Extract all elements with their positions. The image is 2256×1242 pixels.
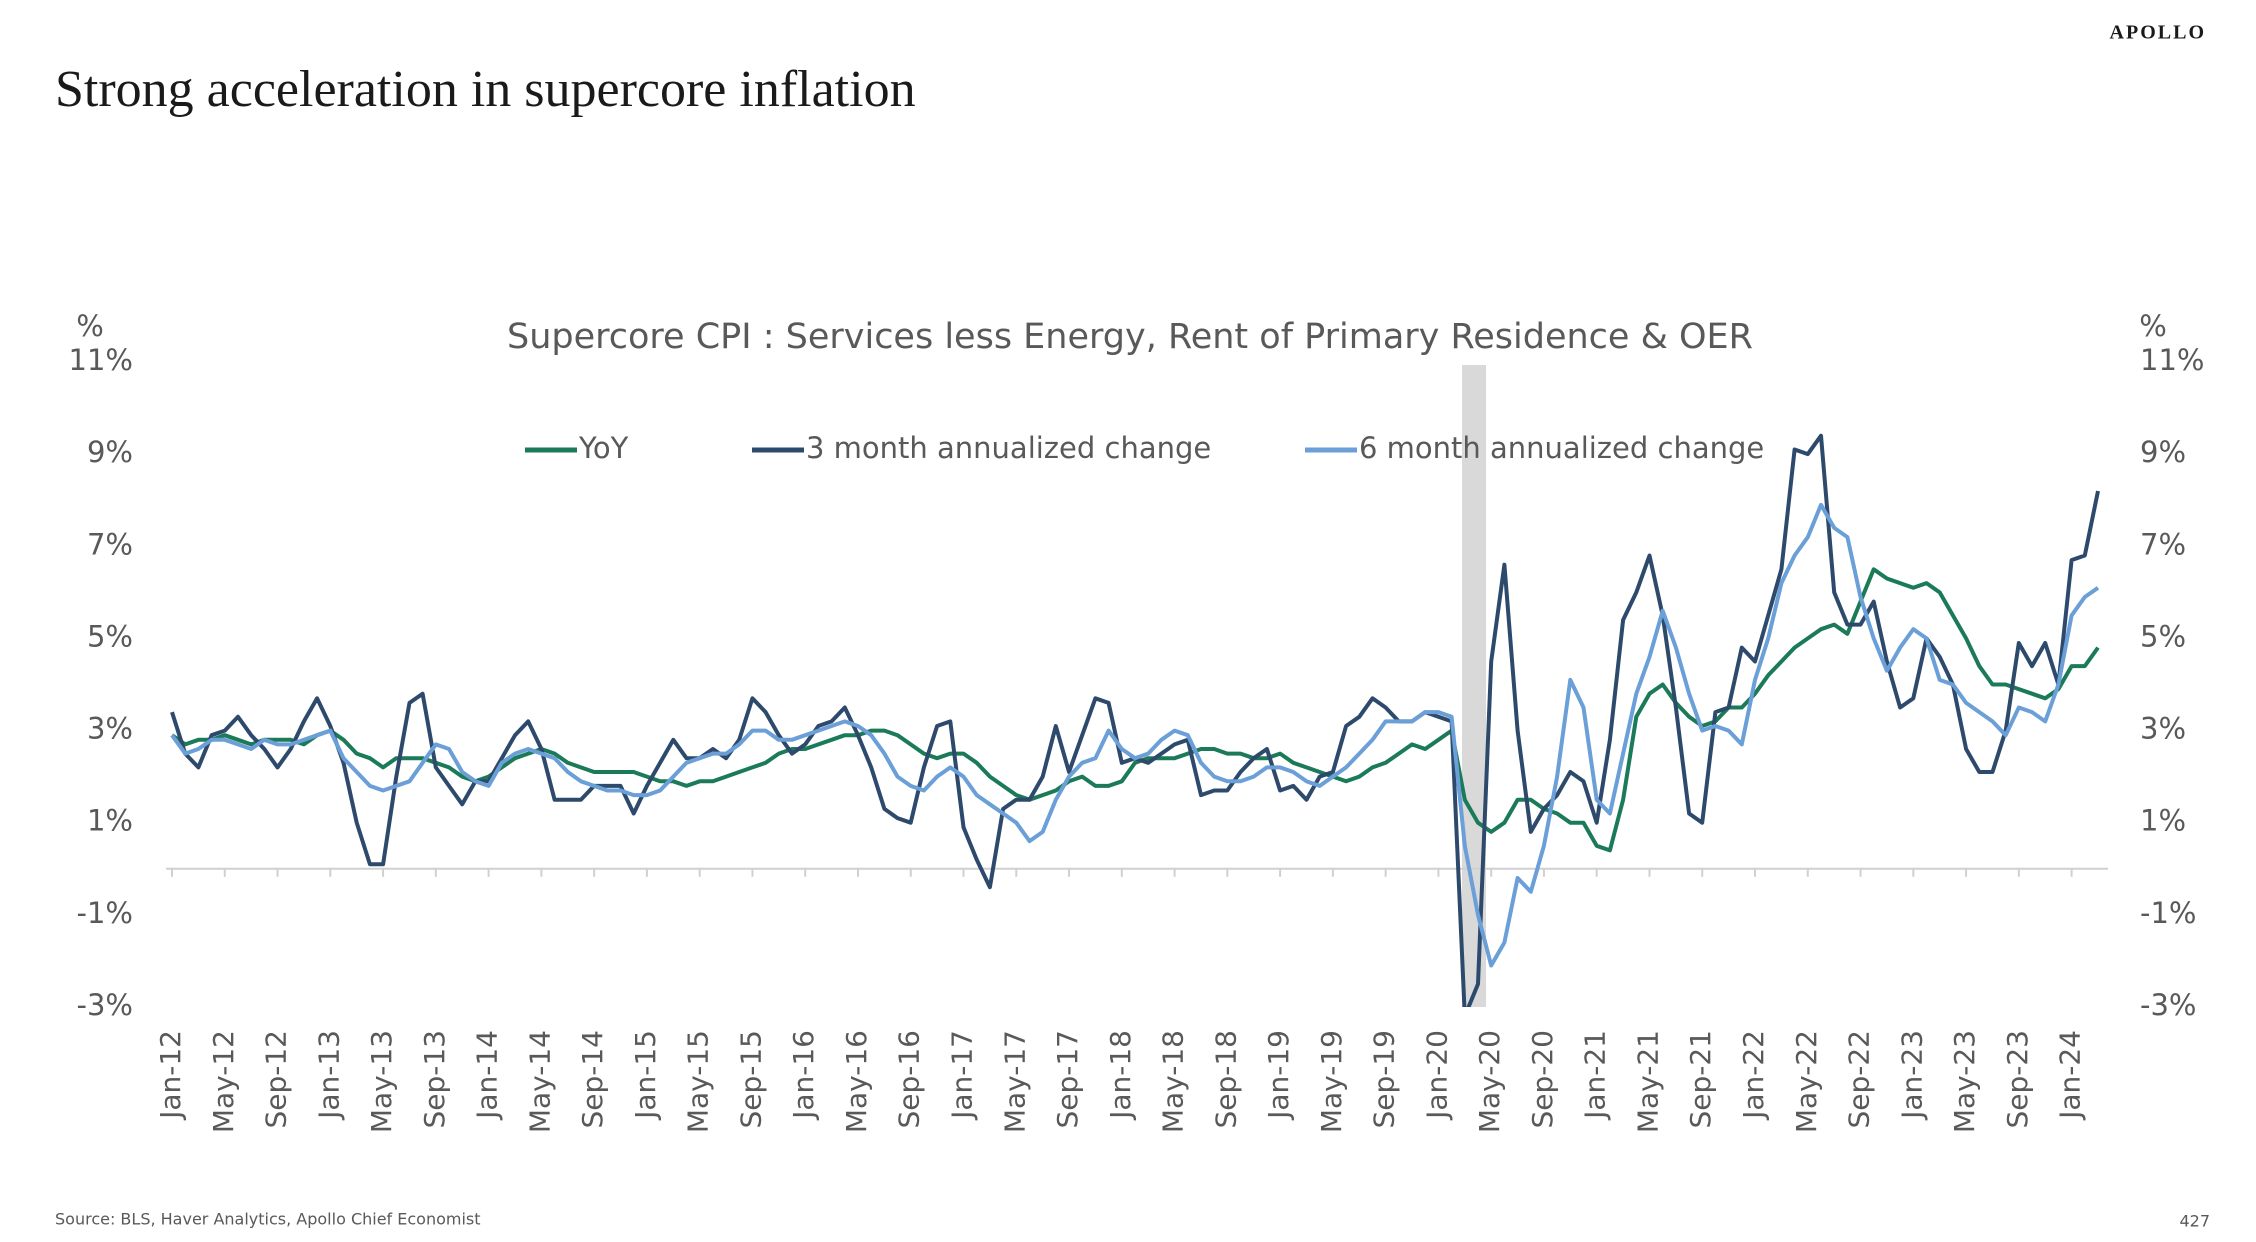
y2-tick-label: 5% [2140, 619, 2186, 653]
x-tick-label: May-21 [1631, 1030, 1664, 1133]
x-tick-label: Jan-16 [787, 1030, 820, 1121]
x-tick-label: Sep-12 [260, 1030, 293, 1129]
x-tick-label: Sep-13 [418, 1030, 451, 1129]
y2-tick-label: 11% [2140, 343, 2204, 377]
x-tick-label: May-20 [1473, 1030, 1506, 1133]
y2-tick-label: -1% [2140, 896, 2196, 930]
x-tick-label: Jan-19 [1262, 1030, 1295, 1121]
x-tick-label: Sep-23 [2001, 1030, 2034, 1129]
x-tick-label: Jan-24 [2054, 1030, 2087, 1121]
x-tick-label: Jan-13 [312, 1030, 345, 1121]
plot-area [170, 433, 2100, 1007]
x-tick-label: Jan-17 [946, 1030, 979, 1121]
series-line [170, 433, 2100, 1007]
x-tick-label: May-14 [523, 1030, 556, 1133]
y-tick-label: -1% [77, 896, 133, 930]
x-tick-label: Jan-14 [471, 1030, 504, 1121]
x-tick-label: Jan-23 [1895, 1030, 1928, 1121]
page-number: 427 [2179, 1212, 2210, 1231]
x-tick-label: Sep-22 [1843, 1030, 1876, 1129]
x-tick-label: Sep-16 [893, 1030, 926, 1129]
y-tick-label: -3% [77, 988, 133, 1022]
x-tick-label: May-15 [682, 1030, 715, 1133]
y2-tick-label: 9% [2140, 435, 2186, 469]
x-tick-label: May-12 [207, 1030, 240, 1133]
x-tick-label: May-16 [840, 1030, 873, 1133]
series-line [170, 502, 2100, 968]
y-tick-label: 7% [87, 527, 133, 561]
x-tick-label: May-13 [365, 1030, 398, 1133]
source-note: Source: BLS, Haver Analytics, Apollo Chi… [55, 1210, 481, 1229]
x-tick-label: May-18 [1157, 1030, 1190, 1133]
x-tick-label: Jan-15 [629, 1030, 662, 1121]
y2-tick-label: -3% [2140, 988, 2196, 1022]
x-tick-label: Jan-22 [1737, 1030, 1770, 1121]
x-tick-label: Sep-18 [1209, 1030, 1242, 1129]
chart-title: Supercore CPI : Services less Energy, Re… [507, 317, 1753, 357]
x-tick-label: Jan-18 [1104, 1030, 1137, 1121]
brand: APOLLO [2110, 22, 2206, 44]
x-tick-label: May-22 [1790, 1030, 1823, 1133]
y2-tick-label: 3% [2140, 712, 2186, 746]
legend-label: 3 month annualized change [806, 431, 1211, 465]
legend-label: 6 month annualized change [1359, 431, 1764, 465]
y-tick-label: 9% [87, 435, 133, 469]
x-tick-label: May-17 [998, 1030, 1031, 1133]
x-tick-label: Sep-21 [1684, 1030, 1717, 1129]
x-tick-label: May-19 [1315, 1030, 1348, 1133]
y2-tick-label: 1% [2140, 804, 2186, 838]
y-tick-label: 1% [87, 804, 133, 838]
x-tick-label: Sep-20 [1526, 1030, 1559, 1129]
x-tick-label: Sep-17 [1051, 1030, 1084, 1129]
x-tick-label: Sep-15 [734, 1030, 767, 1129]
page-title: Strong acceleration in supercore inflati… [55, 61, 916, 118]
y-unit-right: % [2139, 309, 2167, 343]
y-tick-label: 5% [87, 619, 133, 653]
series-line [170, 567, 2100, 853]
x-tick-label: Jan-20 [1420, 1030, 1453, 1121]
x-tick-label: Sep-14 [576, 1030, 609, 1129]
y-unit-left: % [76, 309, 104, 343]
y2-tick-label: 7% [2140, 527, 2186, 561]
x-tick-label: Sep-19 [1368, 1030, 1401, 1129]
x-tick-label: May-23 [1948, 1030, 1981, 1133]
y-tick-label: 3% [87, 712, 133, 746]
x-tick-label: Jan-12 [154, 1030, 187, 1121]
legend-label: YoY [578, 431, 629, 465]
x-tick-label: Jan-21 [1579, 1030, 1612, 1121]
y-tick-label: 11% [69, 343, 133, 377]
